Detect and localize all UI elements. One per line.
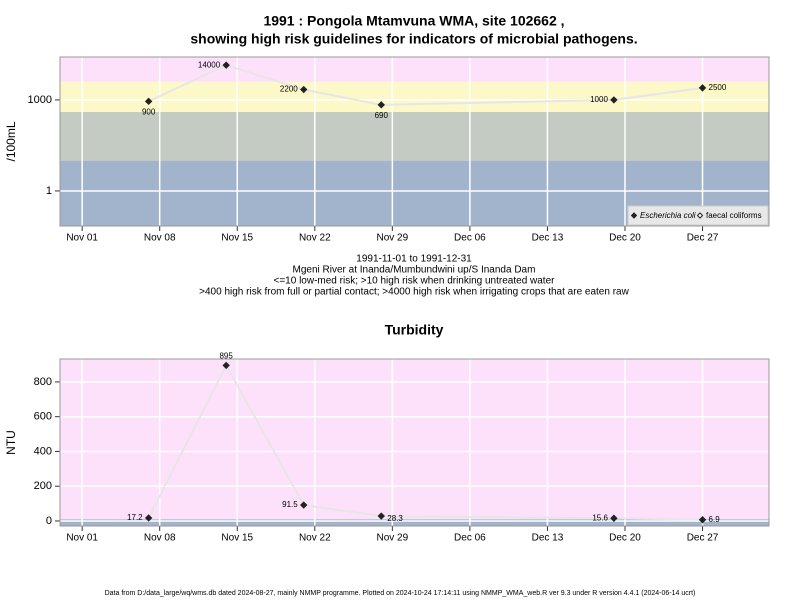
value-label: 690 [375, 111, 389, 120]
chart-title: showing high risk guidelines for indicat… [190, 31, 637, 47]
risk-band [60, 359, 769, 520]
x-tick-label: Nov 22 [299, 233, 331, 244]
x-tick-label: Dec 06 [454, 533, 486, 544]
y-axis-label: /100mL [4, 121, 18, 161]
x-tick-label: Nov 01 [66, 233, 98, 244]
point [377, 512, 385, 520]
y-tick-label: 1 [46, 185, 52, 197]
note: 1991-11-01 to 1991-12-31 [356, 254, 472, 265]
x-tick-label: Nov 29 [377, 233, 409, 244]
y-tick-label: 400 [34, 445, 52, 457]
footer: Data from D:/data_large/wq/wms.db dated … [105, 590, 696, 597]
legend-marker [630, 212, 638, 219]
value-label: 91.5 [282, 500, 298, 509]
chart-title: Turbidity [385, 322, 444, 338]
y-tick-label: 800 [34, 376, 52, 388]
point [698, 516, 707, 524]
chart-title: 1991 : Pongola Mtamvuna WMA, site 102662… [263, 13, 564, 29]
point [610, 514, 618, 522]
y-axis-label: NTU [4, 430, 18, 455]
note: <=10 low-med risk; >10 high risk when dr… [274, 276, 556, 287]
point [300, 85, 308, 94]
value-label: 6.9 [709, 515, 721, 524]
x-tick-label: Dec 20 [609, 533, 641, 544]
series-line [148, 64, 703, 106]
x-tick-label: Nov 15 [221, 533, 253, 544]
point [377, 101, 385, 109]
y-tick-label: 600 [34, 411, 52, 423]
x-tick-label: Nov 15 [221, 233, 253, 244]
value-label: 1000 [590, 95, 608, 104]
plot-frame [59, 358, 770, 527]
note: >400 high risk from full or partial cont… [199, 287, 629, 298]
value-label: 17.2 [127, 513, 143, 522]
x-tick-label: Dec 20 [609, 233, 641, 244]
value-label: 900 [142, 107, 156, 116]
value-label: 14000 [198, 60, 221, 69]
legend-label: faecal coliforms [706, 211, 762, 220]
x-tick-label: Dec 27 [687, 233, 719, 244]
point [144, 97, 153, 106]
y-tick-label: 1000 [28, 94, 52, 106]
x-tick-label: Nov 29 [377, 533, 409, 544]
risk-band [60, 519, 769, 526]
point [222, 361, 230, 370]
risk-band [60, 81, 769, 113]
x-tick-label: Dec 06 [454, 233, 486, 244]
y-tick-label: 0 [46, 515, 52, 527]
point [222, 61, 230, 69]
x-tick-label: Nov 08 [144, 233, 176, 244]
legend-label: Escherichia coli [640, 211, 696, 220]
x-tick-label: Nov 22 [299, 533, 331, 544]
x-tick-label: Dec 13 [532, 233, 564, 244]
x-tick-label: Nov 01 [66, 533, 98, 544]
point [698, 84, 707, 92]
value-label: 28.3 [387, 514, 403, 523]
risk-band [60, 112, 769, 161]
series-line [147, 363, 703, 521]
note: Mgeni River at Inanda/Mumbundwini up/S I… [293, 265, 536, 276]
x-tick-label: Dec 13 [532, 533, 564, 544]
point [300, 501, 308, 509]
point [610, 96, 618, 104]
legend-marker [696, 212, 704, 219]
risk-band [60, 57, 769, 82]
y-tick-label: 200 [34, 480, 52, 492]
value-label: 2200 [280, 85, 298, 94]
point [144, 514, 153, 522]
x-tick-label: Dec 27 [687, 533, 719, 544]
value-label: 895 [219, 352, 233, 361]
value-label: 15.6 [592, 513, 608, 522]
plot-frame [59, 56, 770, 227]
value-label: 2500 [709, 83, 727, 92]
x-tick-label: Nov 08 [144, 533, 176, 544]
